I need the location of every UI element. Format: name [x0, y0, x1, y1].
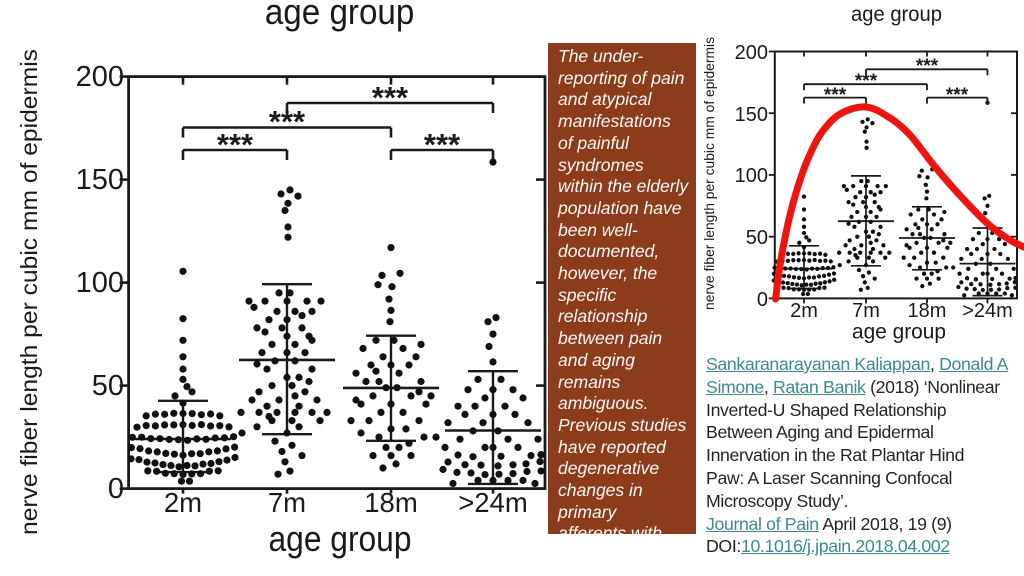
svg-text:7m: 7m [268, 487, 306, 518]
svg-text:age group: age group [852, 321, 946, 344]
svg-text:***: *** [916, 56, 939, 77]
svg-text:0: 0 [108, 473, 124, 505]
svg-text:2m: 2m [790, 300, 818, 322]
svg-text:age group: age group [851, 3, 942, 26]
svg-text:nerve fiber length per cubic m: nerve fiber length per cubic mm of epide… [702, 37, 717, 310]
svg-text:***: *** [217, 127, 254, 162]
svg-text:***: *** [424, 127, 461, 162]
svg-text:***: *** [855, 71, 878, 92]
svg-text:100: 100 [735, 165, 768, 187]
svg-text:2m: 2m [164, 487, 202, 518]
svg-text:7m: 7m [852, 300, 880, 322]
svg-text:***: *** [372, 80, 409, 115]
svg-text:age group: age group [265, 0, 415, 32]
svg-text:18m: 18m [908, 300, 947, 322]
svg-text:18m: 18m [364, 487, 418, 518]
svg-text:200: 200 [76, 61, 124, 93]
svg-text:100: 100 [76, 267, 124, 299]
svg-text:150: 150 [735, 104, 768, 126]
svg-text:***: *** [946, 85, 969, 106]
svg-text:>24m: >24m [962, 300, 1013, 322]
svg-text:>24m: >24m [458, 487, 528, 518]
svg-text:age group: age group [269, 518, 412, 559]
svg-text:nerve fiber length per cubic m: nerve fiber length per cubic mm of epide… [16, 49, 42, 535]
svg-text:***: *** [824, 85, 847, 106]
svg-text:150: 150 [76, 164, 124, 196]
svg-text:50: 50 [746, 227, 768, 249]
svg-text:0: 0 [757, 289, 768, 311]
svg-text:200: 200 [735, 42, 768, 64]
svg-text:50: 50 [92, 370, 124, 402]
